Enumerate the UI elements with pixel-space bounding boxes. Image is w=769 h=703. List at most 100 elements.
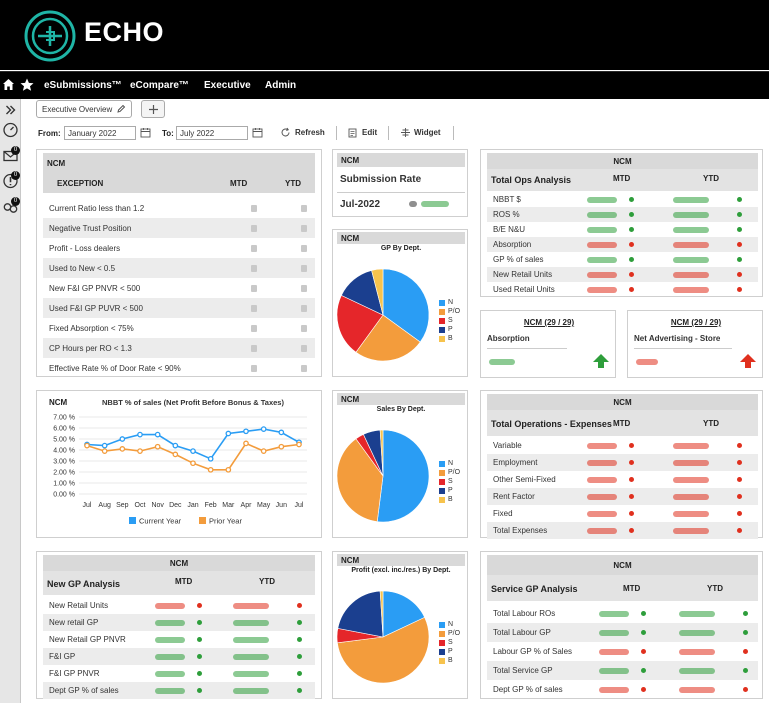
nav-ecompare[interactable]: eCompare™ (130, 80, 189, 91)
calendar-icon[interactable] (252, 127, 263, 138)
legend-label: B (448, 335, 453, 342)
gauge-icon[interactable] (2, 122, 19, 138)
panel-title: NCM (43, 153, 315, 173)
table-row: Profit - Loss dealers (43, 238, 315, 258)
ytd-indicator (301, 245, 307, 252)
mtd-value-redacted (587, 272, 617, 278)
calendar-icon[interactable] (140, 127, 151, 138)
metric-label: F&I GP PNVR (49, 669, 100, 678)
mtd-status-dot (629, 212, 634, 217)
add-tab-button[interactable] (141, 100, 165, 118)
card-label: Absorption (487, 334, 530, 343)
legend-label: P/O (448, 469, 461, 476)
y-tick-label: 0.00 % (53, 492, 75, 499)
ops-section-label: Total Ops Analysis (491, 175, 572, 185)
metric-label: Variable (493, 441, 522, 450)
mtd-status-dot (629, 227, 634, 232)
metric-label: Total Labour ROs (493, 609, 556, 618)
col-mtd: MTD (613, 419, 631, 428)
table-row: Used F&I GP PUVR < 500 (43, 298, 315, 318)
ytd-value-redacted (673, 272, 709, 278)
expenses-header-row: Total Operations - Expenses MTD YTD (487, 410, 758, 436)
table-row: B/E N&U (487, 222, 758, 237)
mtd-value-redacted (587, 257, 617, 263)
expand-chevrons-icon[interactable] (2, 102, 19, 118)
chart-title: Profit (excl. inc./res.) By Dept. (351, 567, 451, 574)
home-icon[interactable] (2, 78, 15, 91)
tab-label: Executive Overview (42, 105, 113, 114)
ytd-status-dot (297, 654, 302, 659)
legend-label: S (448, 478, 453, 485)
tab-executive-overview[interactable]: Executive Overview (36, 100, 132, 118)
advertising-card: NCM (29 / 29) Net Advertising - Store (627, 310, 763, 378)
submission-indicator (409, 201, 417, 207)
ytd-value-redacted (679, 687, 715, 693)
mtd-indicator (251, 365, 257, 372)
ytd-value-redacted (233, 620, 269, 626)
data-point (172, 442, 179, 449)
mtd-value-redacted (587, 227, 617, 233)
mtd-value-redacted (587, 242, 617, 248)
exception-label: CP Hours per RO < 1.3 (49, 344, 132, 353)
pencil-icon[interactable] (116, 104, 126, 114)
mtd-value-redacted (587, 212, 617, 218)
metric-label: Total Service GP (493, 666, 553, 675)
expenses-panel: NCM Total Operations - Expenses MTD YTD … (480, 390, 763, 539)
card-title: NCM (29 / 29) (670, 318, 722, 327)
widget-icon[interactable] (400, 127, 411, 138)
data-point (154, 443, 161, 450)
ytd-status-dot (737, 257, 742, 262)
exception-label: Fixed Absorption < 75% (49, 324, 134, 333)
table-row: Variable (487, 437, 758, 454)
nav-admin[interactable]: Admin (265, 80, 297, 91)
brand-name: ECHO (84, 17, 165, 47)
mtd-status-dot (629, 511, 634, 516)
table-row: Total Service GP (487, 661, 758, 680)
mtd-status-dot (197, 688, 202, 693)
data-point (137, 448, 143, 454)
from-date-input[interactable]: January 2022 (64, 126, 136, 140)
refresh-icon[interactable] (280, 127, 291, 138)
panel-title: NCM (337, 153, 465, 167)
left-rail: 0 0 0 (0, 99, 21, 703)
data-point (260, 426, 267, 432)
ytd-value-redacted (673, 511, 709, 517)
mtd-status-dot (197, 654, 202, 659)
ytd-indicator (301, 285, 307, 292)
edit-button[interactable]: Edit (362, 128, 378, 137)
ytd-status-dot (743, 649, 748, 654)
panel-title: NCM (487, 153, 758, 169)
gp-by-dept-panel: NCM GP By Dept. N P/O S P B (332, 229, 468, 377)
x-tick-label: May (257, 502, 271, 509)
mtd-status-dot (629, 460, 634, 465)
exception-label: Used to New < 0.5 (49, 264, 116, 273)
mtd-status-dot (629, 528, 634, 533)
nav-esubmissions[interactable]: eSubmissions™ (44, 80, 122, 91)
refresh-button[interactable]: Refresh (295, 128, 325, 137)
data-point (119, 436, 126, 442)
mtd-status-dot (641, 687, 646, 692)
mtd-status-dot (629, 477, 634, 482)
data-point (243, 440, 249, 447)
nav-executive[interactable]: Executive (204, 80, 251, 91)
metric-label: Rent Factor (493, 492, 535, 501)
y-tick-label: 4.00 % (53, 448, 75, 455)
alert-icon[interactable] (2, 173, 19, 189)
from-label: From: (38, 129, 61, 138)
mtd-status-dot (629, 287, 634, 292)
absorption-card: NCM (29 / 29) Absorption (480, 310, 616, 378)
mtd-value-redacted (587, 477, 617, 483)
mtd-value-redacted (587, 460, 617, 466)
ytd-status-dot (297, 688, 302, 693)
edit-icon[interactable] (348, 128, 357, 138)
x-tick-label: Jul (295, 502, 304, 509)
pie-chart (336, 429, 430, 523)
data-point (84, 442, 90, 449)
mtd-indicator (251, 265, 257, 272)
toolbar-divider (336, 126, 337, 140)
mtd-indicator (251, 325, 257, 332)
chart-title: GP By Dept. (380, 245, 422, 252)
star-icon[interactable] (20, 78, 34, 92)
widget-button[interactable]: Widget (414, 128, 441, 137)
to-date-input[interactable]: July 2022 (176, 126, 248, 140)
